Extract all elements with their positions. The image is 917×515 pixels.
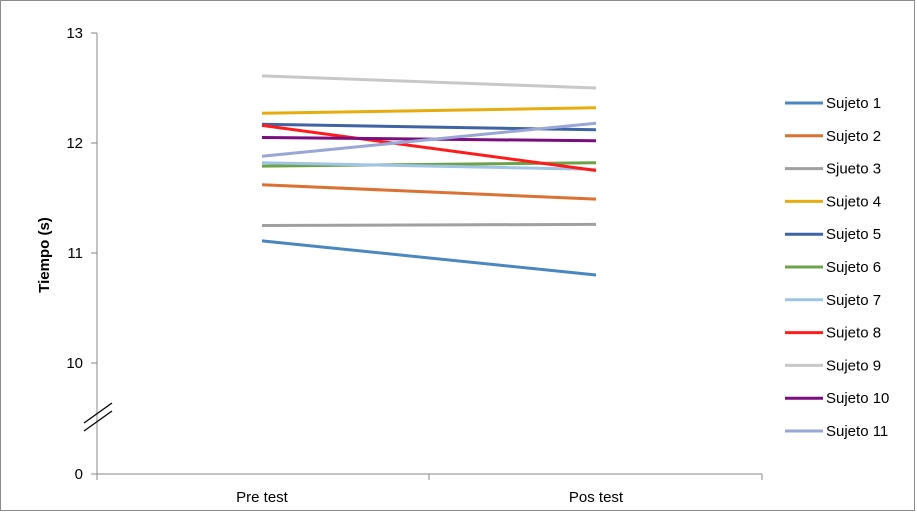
y-tick-label: 10 <box>66 355 83 372</box>
y-tick-label: 11 <box>67 245 83 262</box>
legend-label: Sujeto 5 <box>826 226 881 243</box>
series-line-11 <box>261 121 597 158</box>
series-line-3 <box>261 222 597 227</box>
axis-break-mark <box>83 402 113 424</box>
y-tick-label: 12 <box>66 135 83 152</box>
legend-label: Sujeto 11 <box>826 423 888 440</box>
series-line-2 <box>261 183 597 201</box>
legend-label: Sujeto 1 <box>826 95 881 112</box>
legend-label: Sjueto 3 <box>826 161 881 178</box>
legend-label: Sujeto 6 <box>826 259 881 276</box>
y-axis-label: Tiempo (s) <box>36 217 53 293</box>
legend: Sujeto 1 Sujeto 2 Sjueto 3 Sujeto 4 Sujeto 5… <box>785 95 889 440</box>
y-tick-label: 0 <box>75 466 83 483</box>
series-line-8 <box>261 123 597 172</box>
series-layer <box>261 74 597 277</box>
legend-label: Sujeto 2 <box>826 128 881 145</box>
series-line-4 <box>261 106 597 115</box>
x-tick-label: Pos test <box>569 489 624 506</box>
series-line-7 <box>261 161 597 171</box>
legend-label: Sujeto 8 <box>826 325 881 342</box>
axes: 13 12 11 10 0 Pre test Pos test <box>66 25 763 506</box>
legend-label: Sujeto 7 <box>826 292 881 309</box>
x-tick-label: Pre test <box>236 489 289 506</box>
axis-break-mark <box>83 410 113 432</box>
legend-label: Sujeto 4 <box>826 193 881 210</box>
legend-label: Sujeto 10 <box>826 390 889 407</box>
legend-label: Sujeto 9 <box>826 357 881 374</box>
series-line-9 <box>261 74 597 90</box>
series-line-1 <box>261 239 597 277</box>
y-tick-label: 13 <box>66 25 83 42</box>
